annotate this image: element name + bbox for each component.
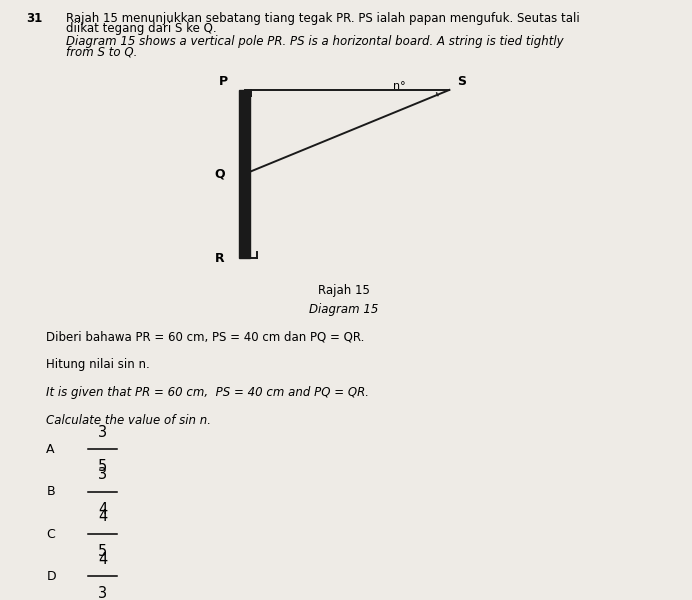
Text: R: R [215, 251, 225, 265]
Bar [239, 90, 251, 258]
Text: 3: 3 [98, 467, 107, 482]
Text: Diagram 15 shows a vertical pole PR. PS is a horizontal board. A string is tied : Diagram 15 shows a vertical pole PR. PS … [66, 35, 564, 48]
Text: n°: n° [393, 81, 406, 91]
Text: Q: Q [214, 167, 225, 181]
Text: Diberi bahawa PR = 60 cm, PS = 40 cm dan PQ = QR.: Diberi bahawa PR = 60 cm, PS = 40 cm dan… [46, 331, 365, 344]
Text: 31: 31 [26, 11, 43, 25]
Text: 3: 3 [98, 586, 107, 600]
Text: 3: 3 [98, 425, 107, 440]
Text: Hitung nilai sin n.: Hitung nilai sin n. [46, 358, 150, 371]
Text: D: D [46, 570, 56, 583]
Text: 5: 5 [98, 459, 107, 474]
Text: Rajah 15 menunjukkan sebatang tiang tegak PR. PS ialah papan mengufuk. Seutas ta: Rajah 15 menunjukkan sebatang tiang tega… [66, 11, 580, 25]
Text: Diagram 15: Diagram 15 [309, 303, 379, 316]
Text: Calculate the value of sin n.: Calculate the value of sin n. [46, 414, 211, 427]
Text: P: P [219, 74, 228, 88]
Text: Rajah 15: Rajah 15 [318, 284, 370, 297]
Text: 4: 4 [98, 509, 107, 524]
Text: A: A [46, 443, 55, 456]
Text: diikat tegang dari S ke Q.: diikat tegang dari S ke Q. [66, 22, 217, 35]
Text: C: C [46, 527, 55, 541]
Text: B: B [46, 485, 55, 498]
Text: 4: 4 [98, 551, 107, 566]
Text: 4: 4 [98, 502, 107, 517]
Text: from S to Q.: from S to Q. [66, 45, 138, 58]
Text: 5: 5 [98, 544, 107, 559]
Text: It is given that PR = 60 cm,  PS = 40 cm and PQ = QR.: It is given that PR = 60 cm, PS = 40 cm … [46, 386, 370, 399]
Text: S: S [457, 74, 466, 88]
